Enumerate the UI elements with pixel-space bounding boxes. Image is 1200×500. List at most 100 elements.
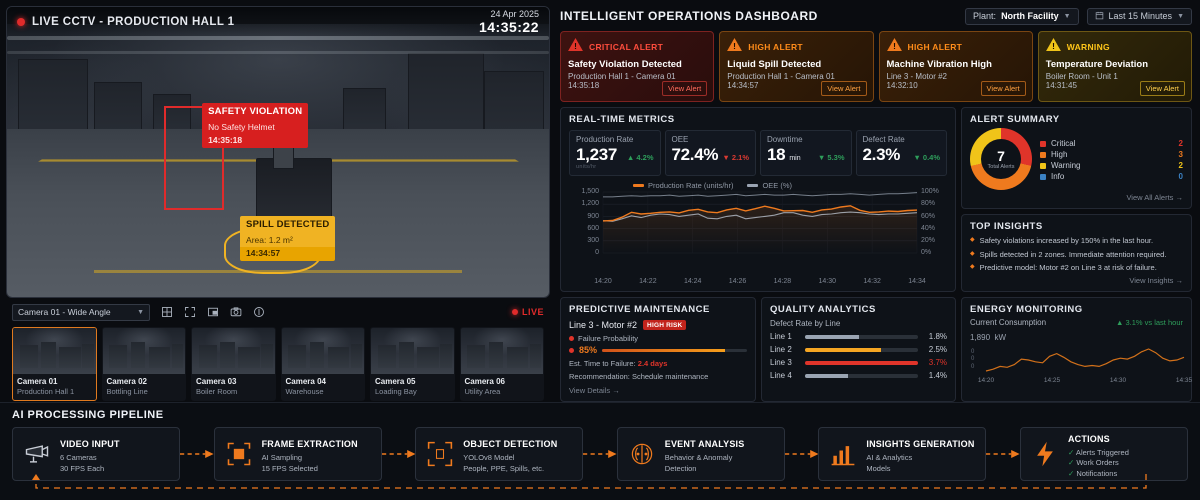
metric-card-1: Production Rate 1,237 ▲ 4.2% units/hr: [569, 130, 661, 177]
warning-triangle-icon: !: [727, 38, 743, 56]
pm-ttf-value: 2.4 days: [637, 359, 668, 368]
alert-title: Machine Vibration High: [886, 59, 992, 71]
alert-legend-row-3: Warning 2: [1040, 161, 1183, 170]
violation-tag-detail: No Safety Helmet: [202, 119, 309, 134]
alert-card-1[interactable]: ! CRITICAL ALERT Safety Violation Detect…: [560, 31, 715, 103]
camera-thumbnail-6[interactable]: Camera 06 Utility Area: [459, 327, 544, 401]
pipeline-arrow-1: [180, 449, 214, 459]
alert-legend: Critical 2 High 3 Warning 2 Info 0: [1040, 137, 1183, 181]
pipeline-node-5[interactable]: INSIGHTS GENERATION AI & Analytics Model…: [818, 427, 987, 481]
energy-sparkline-chart: 0 0 0 14:20 14:25 14:30 14:35: [970, 346, 1192, 384]
warning-triangle-icon: !: [568, 38, 583, 56]
metric-value-row: 1,237 ▲ 4.2%: [576, 145, 654, 165]
frame-icon: [224, 439, 254, 469]
alert-card-3[interactable]: ! HIGH ALERT Machine Vibration High Line…: [878, 31, 1033, 103]
y2-tick-5: 0%: [921, 249, 932, 257]
alert-card-2[interactable]: ! HIGH ALERT Liquid Spill Detected Produ…: [719, 31, 874, 103]
camera-thumbnail-4[interactable]: Camera 04 Warehouse: [280, 327, 365, 401]
spill-tag-time: 14:34:57: [240, 246, 336, 261]
metric-card-4: Defect Rate 2.3% ▼ 0.4%: [855, 130, 947, 177]
energy-value: 1,890: [970, 333, 991, 342]
y-tick-2: 900: [587, 212, 599, 220]
y-tick-1: 1,200: [581, 200, 599, 208]
thumbnail-image: [13, 328, 96, 374]
calendar-icon: [1095, 11, 1104, 22]
quality-line-name: Line 2: [770, 345, 792, 354]
thumbnail-location: Loading Bay: [375, 387, 417, 396]
alert-legend-name: Critical: [1051, 139, 1076, 149]
video-header-overlay: LIVE CCTV - PRODUCTION HALL 1 24 Apr 202…: [7, 7, 549, 37]
violation-tag-title: SAFETY VIOLATION: [202, 102, 309, 120]
real-time-metrics-panel: REAL-TIME METRICS Production Rate 1,237 …: [560, 107, 956, 292]
pm-risk-badge: HIGH RISK: [643, 320, 687, 330]
pipeline-node-line-1: Behavior & Anomaly: [664, 453, 733, 463]
grid-view-icon[interactable]: [160, 306, 173, 319]
camera-thumbnail-2[interactable]: Camera 02 Bottling Line: [101, 327, 186, 401]
metric-card-row: Production Rate 1,237 ▲ 4.2% units/hr OEE…: [569, 130, 947, 177]
live-video-feed[interactable]: LIVE CCTV - PRODUCTION HALL 1 24 Apr 202…: [6, 6, 550, 298]
pipeline-node-3[interactable]: OBJECT DETECTION YOLOv8 Model People, PP…: [415, 427, 584, 481]
view-alert-button[interactable]: View Alert: [980, 81, 1026, 97]
pipeline-node-4[interactable]: EVENT ANALYSIS Behavior & Anomaly Detect…: [616, 427, 785, 481]
x-tick-5: 14:30: [818, 278, 837, 285]
pm-view-details-link[interactable]: View Details →: [569, 386, 620, 395]
y2-tick-0: 100%: [921, 188, 939, 196]
predictive-maintenance-panel: PREDICTIVE MAINTENANCE Line 3 - Motor #2…: [560, 297, 756, 402]
x-tick-7: 14:34: [908, 278, 926, 285]
pipeline-node-2[interactable]: FRAME EXTRACTION AI Sampling 15 FPS Sele…: [213, 427, 382, 481]
metric-unit: min: [789, 155, 801, 163]
alert-location: Boiler Room - Unit 1: [1045, 72, 1118, 82]
svg-text:!: !: [733, 42, 736, 52]
pipeline-feedback-loop: [32, 474, 1147, 489]
time-range-selector[interactable]: Last 15 Minutes ▼: [1086, 7, 1192, 25]
live-indicator-dot: [17, 18, 25, 26]
view-alert-button[interactable]: View Alert: [1139, 81, 1185, 97]
pm-progress-bar: [602, 348, 747, 352]
thumbnail-caption: Camera 04 Warehouse: [282, 374, 365, 400]
thumbnail-caption: Camera 02 Bottling Line: [103, 374, 186, 400]
pipeline-node-text: INSIGHTS GENERATION AI & Analytics Model…: [866, 434, 974, 473]
pipeline-node-title: INSIGHTS GENERATION: [866, 439, 975, 450]
view-alert-button[interactable]: View Alert: [662, 81, 708, 97]
safety-violation-tag: SAFETY VIOLATION No Safety Helmet 14:35:…: [202, 102, 309, 148]
camera-thumbnail-3[interactable]: Camera 03 Boiler Room: [191, 327, 276, 401]
x-tick-1: 14:22: [639, 278, 657, 285]
qa-rows: Line 1 1.8% Line 2 2.5% Line 3 3.7% Line 4 …: [770, 332, 947, 380]
dashboard-header-controls: Plant: North Facility ▼ Last 15 Minutes …: [965, 7, 1192, 25]
metric-delta: ▼ 5.3%: [817, 153, 845, 163]
quality-bar: [805, 360, 918, 365]
camera-select-dropdown[interactable]: Camera 01 - Wide Angle ▼: [12, 303, 150, 321]
legend-swatch: [1040, 173, 1046, 180]
metrics-panel-title: REAL-TIME METRICS: [569, 114, 675, 126]
camera-thumbnail-5[interactable]: Camera 05 Loading Bay: [370, 327, 455, 401]
feed-time: 14:35:22: [478, 19, 539, 36]
view-all-alerts-link[interactable]: View All Alerts →: [1126, 193, 1183, 203]
metric-value: 72.4%: [671, 145, 719, 165]
pm-progress-fill: [602, 348, 726, 352]
pipeline-node-lines: YOLOv8 Model People, PPE, Spills, etc.: [463, 453, 557, 473]
audio-icon[interactable]: [252, 306, 265, 319]
thumbnail-location: Boiler Room: [196, 387, 238, 396]
fullscreen-icon[interactable]: [183, 306, 196, 319]
pip-icon[interactable]: [206, 306, 219, 319]
status-dot-icon: [569, 336, 574, 341]
view-insights-link[interactable]: View Insights →: [1129, 276, 1183, 285]
pipeline-title: AI PROCESSING PIPELINE: [12, 409, 164, 421]
metric-sublabel: units/hr: [576, 164, 597, 171]
pipeline-node-6[interactable]: ACTIONS ✓ Alerts Triggered ✓ Work Orders…: [1019, 427, 1188, 481]
camera-thumbnail-1[interactable]: Camera 01 Production Hall 1: [12, 327, 97, 401]
quality-bar: [805, 373, 918, 378]
pipeline-node-1[interactable]: VIDEO INPUT 6 Cameras 30 FPS Each: [12, 427, 180, 481]
metric-value: 2.3%: [862, 145, 901, 165]
detection-icon: [425, 439, 455, 469]
view-alert-button[interactable]: View Alert: [821, 81, 867, 97]
quality-value: 1.8%: [928, 332, 947, 341]
metric-value-row: 18 min ▼ 5.3%: [767, 145, 845, 165]
plant-label: Plant:: [973, 11, 997, 22]
alert-card-4[interactable]: ! WARNING Temperature Deviation Boiler R…: [1037, 31, 1192, 103]
quality-bar-fill: [805, 373, 848, 378]
production-oee-chart[interactable]: Production Rate (units/hr) OEE (%) 1,500 1…: [569, 180, 947, 285]
plant-selector[interactable]: Plant: North Facility ▼: [965, 7, 1079, 25]
snapshot-camera-icon[interactable]: [229, 306, 242, 319]
pipeline-node-text: EVENT ANALYSIS Behavior & Anomaly Detect…: [665, 434, 745, 473]
